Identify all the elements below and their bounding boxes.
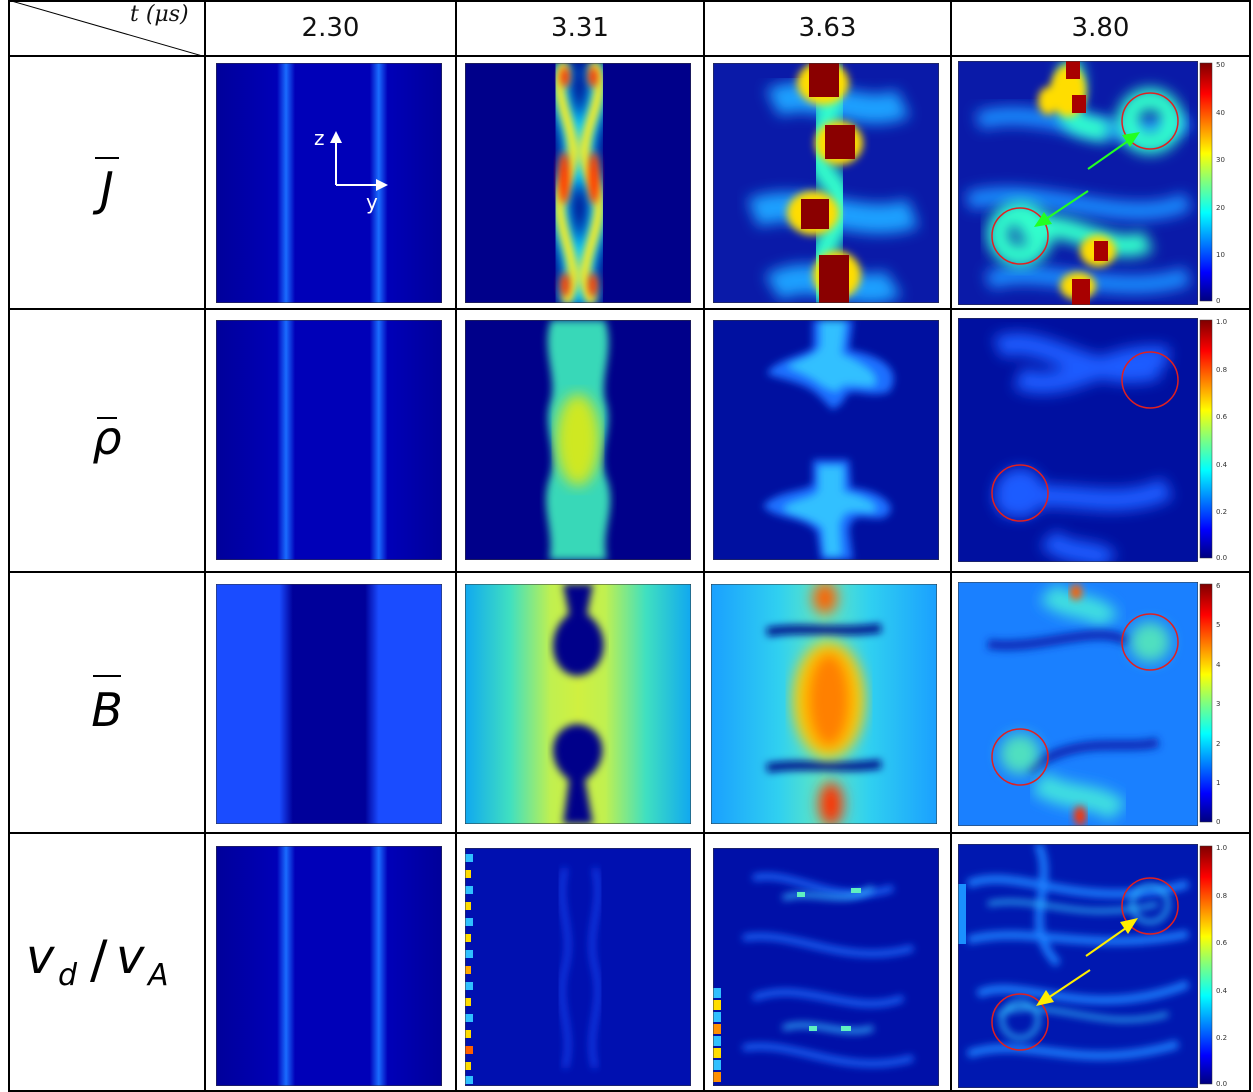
field-map-rho-t4 <box>958 318 1198 562</box>
colorbar-tick: 1 <box>1216 779 1220 787</box>
field-map-b-t4 <box>958 582 1198 826</box>
yellow-arrows <box>1036 918 1138 1006</box>
colorbar-tick: 0.4 <box>1216 987 1228 995</box>
colorbar-tick: 3 <box>1216 700 1220 708</box>
grid-line <box>1249 0 1251 1092</box>
field-map-rho-t3 <box>713 320 939 560</box>
column-header-time: 3.80 <box>1071 13 1130 43</box>
highlight-circle <box>1121 351 1179 409</box>
grid-line <box>8 55 1251 57</box>
grid-line <box>455 0 457 1092</box>
colorbar-vd: 1.0 0.8 0.6 0.4 0.2 0.0 <box>1199 844 1228 1088</box>
field-map-vd-t1 <box>216 846 442 1086</box>
row-label-b: B <box>91 683 123 737</box>
grid-line <box>8 0 10 1092</box>
field-map-b-t2 <box>465 584 691 824</box>
grid-line <box>204 0 206 1092</box>
grid-line <box>8 1090 1251 1092</box>
grid-line <box>8 308 1251 310</box>
highlight-circle <box>1121 877 1179 935</box>
edge-noise <box>465 854 473 1084</box>
colorbar-tick: 0 <box>1216 297 1220 305</box>
grid-line <box>703 0 705 1092</box>
field-map-j-t3 <box>713 63 939 303</box>
row-label-j: J <box>92 162 114 216</box>
row-label-slash: / <box>90 930 108 990</box>
highlight-circle <box>1121 613 1179 671</box>
field-map-rho-t1 <box>216 320 442 560</box>
field-map-j-t2 <box>465 63 691 303</box>
field-map-j-t1: z y <box>216 63 442 303</box>
grid-line <box>8 832 1251 834</box>
grid-line <box>8 571 1251 573</box>
colorbar-tick: 30 <box>1216 156 1225 164</box>
field-map-rho-t2 <box>465 320 691 560</box>
highlight-circle <box>991 728 1049 786</box>
row-label-sub-a: A <box>146 958 169 993</box>
field-map-b-t3 <box>711 584 937 824</box>
grid-line <box>8 0 1251 2</box>
highlight-circle <box>991 464 1049 522</box>
row-label-rho: ρ <box>92 411 121 465</box>
colorbar-tick: 40 <box>1216 109 1225 117</box>
highlight-circle <box>991 207 1049 265</box>
field-map-b-t1 <box>216 584 442 824</box>
highlight-circle <box>991 993 1049 1051</box>
axis-z-label: z <box>314 126 325 150</box>
corner-time-label: t (μs) <box>130 2 189 27</box>
colorbar-tick: 5 <box>1216 621 1220 629</box>
colorbar-tick: 0.0 <box>1216 554 1227 562</box>
colorbar-j: 50 40 30 20 10 0 <box>1199 61 1225 305</box>
edge-noise <box>713 988 721 1082</box>
colorbar-tick: 0.2 <box>1216 508 1227 516</box>
colorbar-tick: 1.0 <box>1216 844 1227 852</box>
colorbar-tick: 0 <box>1216 818 1220 826</box>
green-arrows <box>1034 132 1140 227</box>
field-map-vd-t4 <box>958 844 1198 1088</box>
column-header-time: 3.63 <box>798 13 857 43</box>
field-map-vd-t2 <box>465 848 691 1086</box>
column-header-time: 2.30 <box>301 13 360 43</box>
colorbar-tick: 1.0 <box>1216 318 1227 326</box>
colorbar-tick: 0.8 <box>1216 892 1227 900</box>
axes-inset <box>330 131 388 191</box>
column-header-time: 3.31 <box>551 13 609 43</box>
colorbar-tick: 0.6 <box>1216 939 1228 947</box>
row-label-v2: v <box>116 929 145 985</box>
field-map-j-t4 <box>958 61 1198 305</box>
axis-y-label: y <box>366 190 378 214</box>
row-header-density: ρ <box>10 310 204 571</box>
colorbar-rho: 1.0 0.8 0.6 0.4 0.2 0.0 <box>1199 318 1228 562</box>
colorbar-tick: 6 <box>1216 582 1221 590</box>
row-label-v: v <box>26 929 55 985</box>
colorbar-tick: 0.2 <box>1216 1034 1227 1042</box>
row-header-current-density: J <box>10 57 204 308</box>
colorbar-tick: 50 <box>1216 61 1225 69</box>
colorbar-tick: 0.0 <box>1216 1080 1227 1088</box>
colorbar-tick: 2 <box>1216 740 1220 748</box>
corner-diagonal <box>8 0 206 57</box>
colorbar-tick: 0.4 <box>1216 461 1228 469</box>
colorbar-b: 6 5 4 3 2 1 0 <box>1199 582 1221 826</box>
field-map-vd-t3 <box>713 848 939 1086</box>
row-header-drift-ratio: v d / v A <box>10 834 204 1090</box>
row-label-sub-d: d <box>58 958 78 993</box>
colorbar-tick: 0.6 <box>1216 413 1228 421</box>
colorbar-tick: 0.8 <box>1216 366 1227 374</box>
row-header-magnetic-field: B <box>10 573 204 832</box>
colorbar-tick: 10 <box>1216 251 1225 259</box>
colorbar-tick: 4 <box>1216 661 1221 669</box>
colorbar-tick: 20 <box>1216 204 1225 212</box>
highlight-circle <box>1121 92 1179 150</box>
grid-line <box>950 0 952 1092</box>
